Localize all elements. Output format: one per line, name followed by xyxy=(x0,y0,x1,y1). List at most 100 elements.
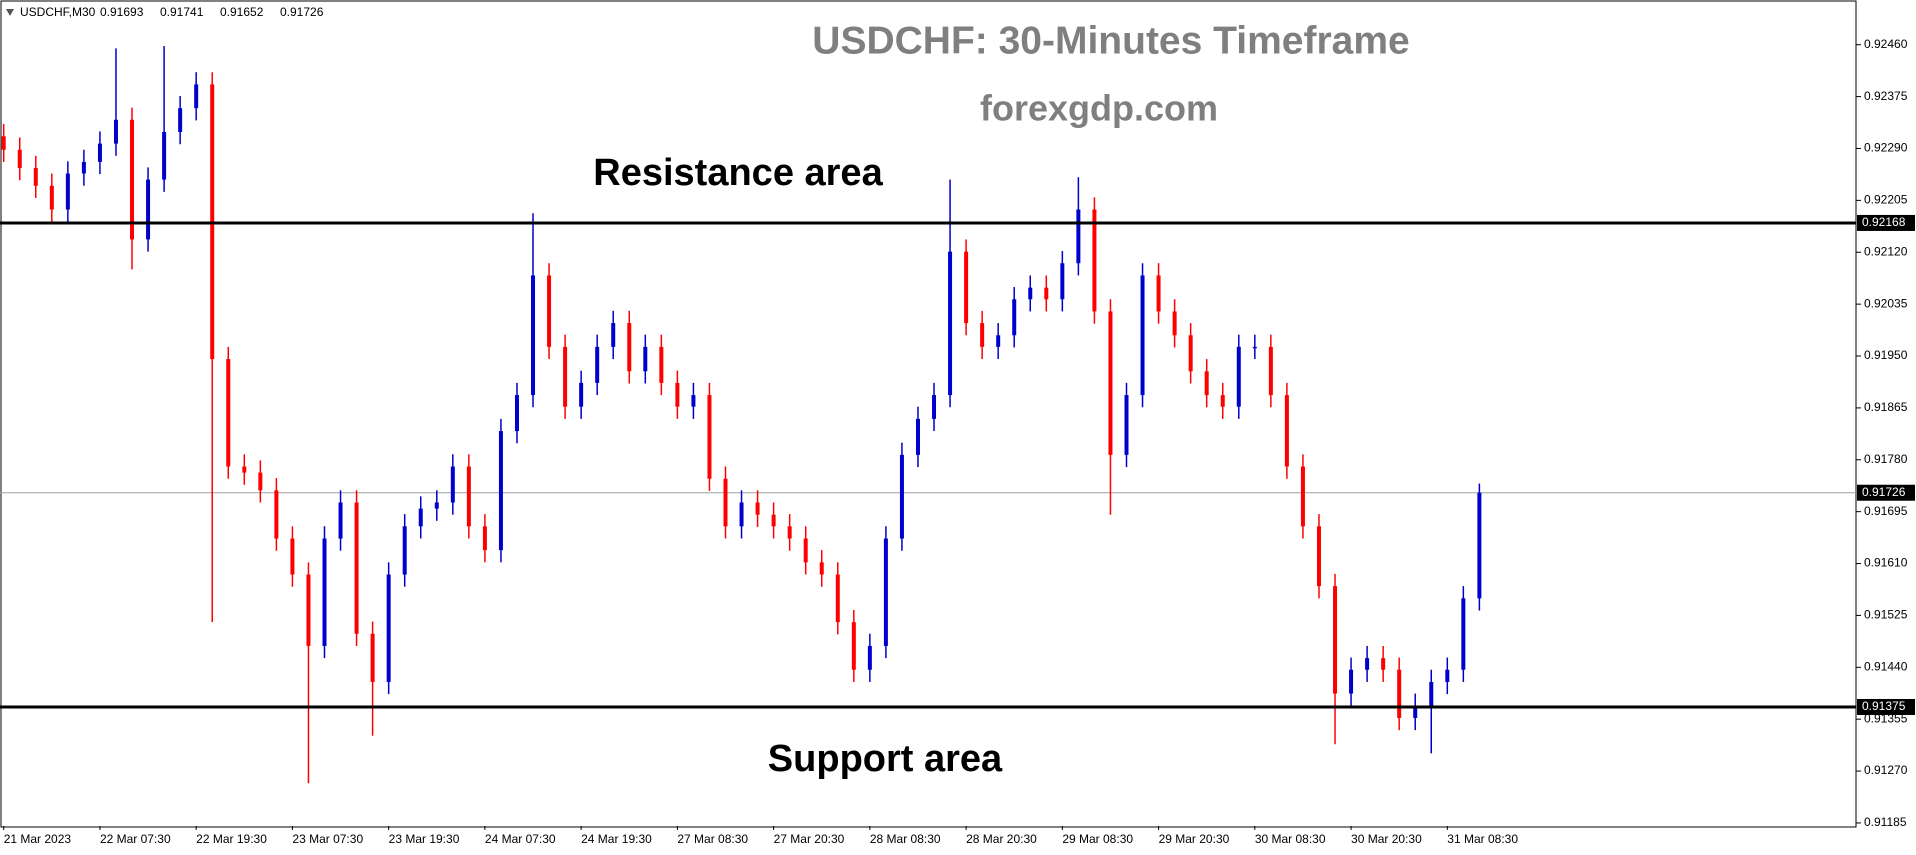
y-tick-label: 0.91270 xyxy=(1864,763,1908,777)
candle-body xyxy=(162,132,167,180)
candle-body xyxy=(595,346,600,383)
x-tick-label: 28 Mar 08:30 xyxy=(870,832,941,846)
y-tick-label: 0.91610 xyxy=(1864,556,1908,570)
level-label: 0.92168 xyxy=(1862,215,1906,229)
x-tick-label: 30 Mar 20:30 xyxy=(1351,832,1422,846)
candle-body xyxy=(1413,705,1418,718)
candle-body xyxy=(915,418,920,455)
support-annotation: Support area xyxy=(768,738,1003,780)
candle-body xyxy=(723,478,728,527)
candle-body xyxy=(226,359,231,467)
candle-body xyxy=(611,323,616,347)
candle-body xyxy=(146,179,151,240)
chart-subtitle: forexgdp.com xyxy=(980,88,1218,129)
candle-body xyxy=(1461,598,1466,670)
header-price: 0.91652 xyxy=(220,5,264,19)
candle-body xyxy=(803,538,808,563)
candle-body xyxy=(178,108,183,133)
y-tick-label: 0.91695 xyxy=(1864,504,1908,518)
x-tick-label: 23 Mar 07:30 xyxy=(292,832,363,846)
candle-body xyxy=(97,143,102,162)
candle-body xyxy=(659,346,664,383)
candle-body xyxy=(81,161,86,174)
header: USDCHF,M30 xyxy=(6,5,96,19)
candle-body xyxy=(1397,669,1402,718)
current-price-label: 0.91726 xyxy=(1862,485,1906,499)
candle-body xyxy=(290,538,295,575)
resistance-annotation: Resistance area xyxy=(593,152,883,194)
header-price: 0.91726 xyxy=(280,5,324,19)
candle-body xyxy=(996,335,1001,347)
candle-body xyxy=(258,472,263,491)
candle-body xyxy=(482,526,487,551)
candle-body xyxy=(386,574,391,682)
candle-body xyxy=(194,84,199,109)
candle-body xyxy=(771,514,776,527)
level-label-box xyxy=(1857,698,1915,715)
candle-body xyxy=(1365,658,1370,670)
y-tick-label: 0.91185 xyxy=(1864,815,1907,829)
candle-body xyxy=(33,168,38,186)
plot-frame xyxy=(0,0,1857,828)
candle-body xyxy=(306,574,311,646)
candle-body xyxy=(579,382,584,407)
candle-body xyxy=(338,502,343,539)
candle-body xyxy=(1477,492,1482,599)
x-tick-label: 30 Mar 08:30 xyxy=(1255,832,1326,846)
candle-body xyxy=(1,136,6,150)
x-tick-label: 29 Mar 08:30 xyxy=(1062,832,1133,846)
candle-body xyxy=(370,633,375,682)
candle-body xyxy=(17,149,22,169)
candle-body xyxy=(466,466,471,527)
candle-body xyxy=(1349,669,1354,694)
candle-body xyxy=(1156,275,1161,312)
candle-body xyxy=(531,275,536,396)
y-tick-label: 0.92205 xyxy=(1864,193,1908,207)
candle-body xyxy=(980,323,985,347)
y-tick-label: 0.92290 xyxy=(1864,141,1908,155)
candle-body xyxy=(514,395,519,432)
candle-body xyxy=(434,502,439,509)
x-tick-label: 22 Mar 19:30 xyxy=(196,832,267,846)
y-tick-label: 0.92035 xyxy=(1864,296,1908,310)
candle-body xyxy=(322,538,327,646)
y-tick-label: 0.91780 xyxy=(1864,452,1908,466)
x-tick-label: 21 Mar 2023 xyxy=(4,832,72,846)
candle-body xyxy=(1172,311,1177,336)
x-tick-label: 28 Mar 20:30 xyxy=(966,832,1037,846)
y-tick-label: 0.91440 xyxy=(1864,659,1908,673)
candle-body xyxy=(402,526,407,575)
chart-title: USDCHF: 30-Minutes Timeframe xyxy=(812,19,1409,62)
candle-body xyxy=(1381,658,1386,670)
candle-body xyxy=(1268,346,1273,396)
candle-body xyxy=(851,622,856,670)
candle-body xyxy=(1108,311,1113,455)
header-icon xyxy=(6,9,14,16)
candle-body xyxy=(1236,346,1241,407)
candle-body xyxy=(835,574,840,623)
x-tick-label: 24 Mar 07:30 xyxy=(485,832,556,846)
candle-body xyxy=(867,645,872,670)
x-tick-label: 27 Mar 08:30 xyxy=(677,832,748,846)
candle-body xyxy=(547,275,552,347)
candle-body xyxy=(450,466,455,503)
candle-body xyxy=(1429,681,1434,706)
candle-body xyxy=(242,466,247,473)
candle-body xyxy=(1060,263,1065,300)
candle-body xyxy=(755,502,760,515)
x-tick-label: 22 Mar 07:30 xyxy=(100,832,171,846)
x-tick-label: 23 Mar 19:30 xyxy=(389,832,460,846)
candle-body xyxy=(1028,287,1033,300)
y-tick-label: 0.92120 xyxy=(1864,244,1908,258)
candle-body xyxy=(899,454,904,539)
candle-body xyxy=(1092,209,1097,312)
header-price: 0.91693 xyxy=(100,5,144,19)
level-label: 0.91375 xyxy=(1862,699,1906,713)
candle-body xyxy=(113,119,118,144)
candle-body xyxy=(1333,586,1338,694)
y-tick-label: 0.91865 xyxy=(1864,400,1908,414)
candle-body xyxy=(498,431,503,551)
candle-body xyxy=(1044,287,1049,300)
